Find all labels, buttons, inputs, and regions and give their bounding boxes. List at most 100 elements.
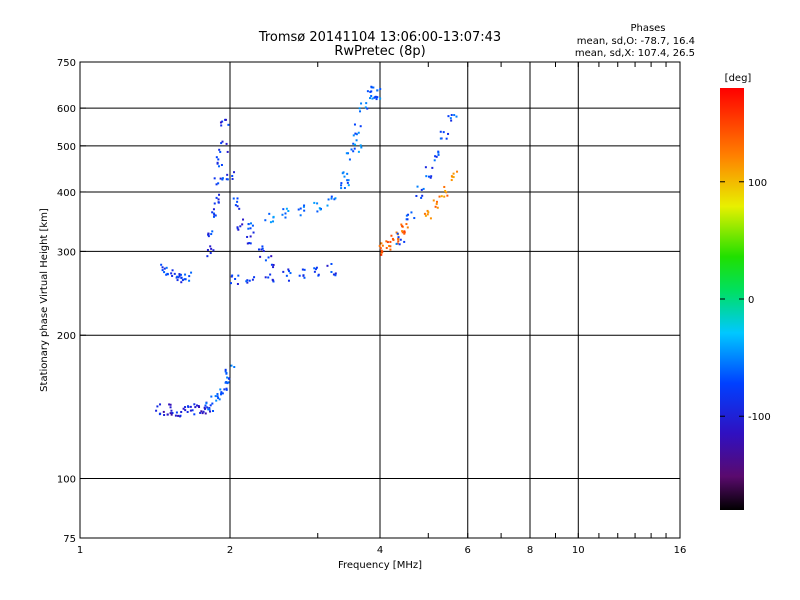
data-point: [334, 197, 337, 200]
data-point: [272, 279, 275, 282]
data-point: [170, 409, 173, 412]
data-point: [180, 410, 183, 413]
data-point: [224, 118, 227, 121]
data-point: [188, 275, 191, 278]
data-point: [197, 405, 200, 408]
data-point: [220, 392, 223, 395]
data-point: [421, 194, 424, 197]
data-point: [445, 137, 448, 140]
data-point: [330, 262, 333, 265]
data-point: [345, 152, 348, 155]
data-point: [437, 151, 440, 154]
data-point: [237, 228, 240, 231]
data-point: [267, 276, 270, 279]
data-point: [253, 276, 256, 279]
data-point: [388, 244, 391, 247]
data-point: [380, 253, 383, 256]
y-axis-label: Stationary phase Virtual Height [km]: [39, 208, 50, 392]
data-point: [447, 132, 450, 135]
data-point: [210, 233, 213, 236]
data-point: [218, 398, 221, 401]
data-point: [225, 388, 228, 391]
data-point: [426, 209, 429, 212]
data-point: [204, 412, 207, 415]
data-point: [439, 137, 442, 140]
data-point: [212, 212, 215, 215]
data-point: [447, 115, 450, 118]
data-point: [397, 238, 400, 241]
data-point: [221, 392, 224, 395]
data-point: [366, 107, 369, 110]
data-point: [213, 202, 216, 205]
data-point: [272, 266, 275, 269]
data-point: [386, 241, 389, 244]
data-point: [214, 395, 217, 398]
data-point: [163, 271, 166, 274]
data-point: [439, 130, 442, 133]
data-point: [396, 242, 399, 245]
data-point: [403, 232, 406, 235]
data-point: [389, 240, 392, 243]
data-point: [208, 407, 211, 410]
data-point: [194, 406, 197, 409]
data-point: [313, 267, 316, 270]
data-point: [184, 409, 187, 412]
data-point: [455, 115, 458, 118]
data-point: [228, 377, 231, 380]
data-point: [211, 402, 214, 405]
data-point: [206, 255, 209, 258]
data-point: [407, 213, 410, 216]
data-point: [374, 95, 377, 98]
data-point: [176, 275, 179, 278]
data-point: [247, 223, 250, 226]
data-point: [176, 279, 179, 282]
data-point: [437, 150, 440, 153]
data-point: [177, 276, 180, 279]
data-point: [195, 404, 198, 407]
data-point: [403, 231, 406, 234]
data-point: [212, 249, 215, 252]
data-point: [343, 187, 346, 190]
data-point: [215, 156, 218, 159]
data-point: [221, 178, 224, 181]
data-point: [268, 212, 271, 215]
data-point: [397, 240, 400, 243]
data-point: [403, 230, 406, 233]
data-point: [207, 232, 210, 235]
data-point: [180, 276, 183, 279]
data-point: [177, 414, 180, 417]
data-point: [230, 275, 233, 278]
data-point: [205, 402, 208, 405]
data-point: [318, 207, 321, 210]
data-point: [236, 205, 239, 208]
data-point: [442, 131, 445, 134]
phase-colorbar: [deg] -100 0 100: [720, 73, 771, 510]
data-point: [287, 209, 290, 212]
data-point: [201, 412, 204, 415]
data-point: [264, 219, 267, 222]
data-point: [298, 274, 301, 277]
y-tick-label: 400: [57, 188, 76, 199]
data-point: [299, 214, 302, 217]
data-point: [355, 133, 358, 136]
data-point: [220, 391, 223, 394]
data-point: [390, 234, 393, 237]
data-point: [285, 207, 288, 210]
data-point: [297, 208, 300, 211]
data-point: [226, 178, 229, 181]
data-point: [315, 266, 318, 269]
data-point: [209, 404, 212, 407]
data-point: [207, 235, 210, 238]
data-point: [209, 252, 212, 255]
data-point: [379, 97, 382, 100]
data-point: [251, 278, 254, 281]
data-point: [217, 182, 220, 185]
data-point: [219, 150, 222, 153]
data-point: [239, 225, 242, 228]
data-point: [204, 404, 207, 407]
data-point: [245, 280, 248, 283]
data-point: [353, 147, 356, 150]
data-point: [261, 247, 264, 250]
data-point: [449, 117, 452, 120]
